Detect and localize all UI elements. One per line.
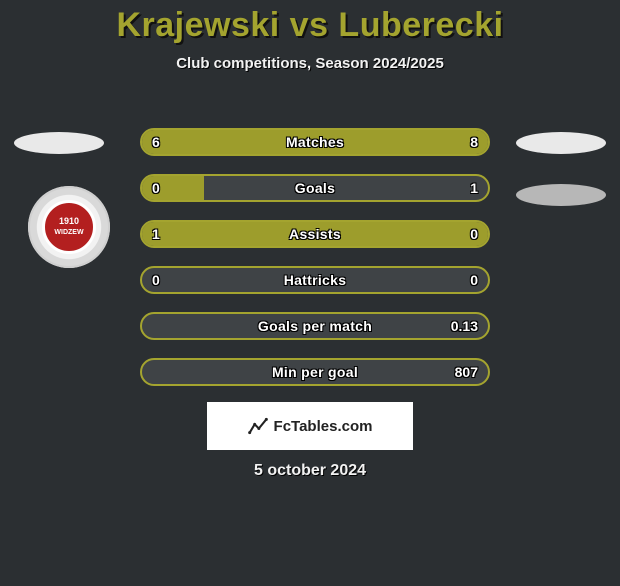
stat-label: Goals	[295, 180, 335, 196]
chart-icon	[248, 416, 268, 436]
footer-brand-text: FcTables.com	[274, 418, 373, 435]
stat-bar-fill-left	[142, 130, 280, 154]
stat-label: Assists	[289, 226, 341, 242]
footer-date: 5 october 2024	[254, 462, 366, 480]
player-left-avatar	[14, 132, 104, 154]
comparison-bars: 6 8 Matches 0 1 Goals 1 0 Assists 0 0 Hattricks 0.13…	[140, 128, 490, 404]
club-badge-left: 1910 WIDZEW	[28, 186, 110, 268]
page-title: Krajewski vs Luberecki	[0, 6, 620, 45]
stat-value-left: 1	[152, 226, 160, 242]
stat-value-right: 807	[455, 364, 478, 380]
subtitle: Club competitions, Season 2024/2025	[0, 55, 620, 72]
stat-value-right: 0.13	[451, 318, 478, 334]
footer-brand-box: FcTables.com	[207, 402, 413, 450]
stat-bar: 0.13 Goals per match	[140, 312, 490, 340]
stat-label: Min per goal	[272, 364, 358, 380]
player-right-avatar	[516, 132, 606, 154]
stat-label: Goals per match	[258, 318, 372, 334]
stat-bar: 0 0 Hattricks	[140, 266, 490, 294]
stat-value-right: 8	[470, 134, 478, 150]
badge-year: 1910	[59, 217, 79, 227]
badge-name: WIDZEW	[54, 229, 83, 237]
stat-bar: 0 1 Goals	[140, 174, 490, 202]
stat-value-right: 0	[470, 226, 478, 242]
stat-bar: 807 Min per goal	[140, 358, 490, 386]
stat-label: Hattricks	[284, 272, 347, 288]
club-badge-inner: 1910 WIDZEW	[42, 200, 96, 254]
stat-bar: 6 8 Matches	[140, 128, 490, 156]
stat-value-left: 0	[152, 180, 160, 196]
stat-value-left: 0	[152, 272, 160, 288]
stat-value-left: 6	[152, 134, 160, 150]
stat-label: Matches	[286, 134, 344, 150]
stat-value-right: 0	[470, 272, 478, 288]
player-right-club-placeholder	[516, 184, 606, 206]
stat-bar: 1 0 Assists	[140, 220, 490, 248]
stat-value-right: 1	[470, 180, 478, 196]
